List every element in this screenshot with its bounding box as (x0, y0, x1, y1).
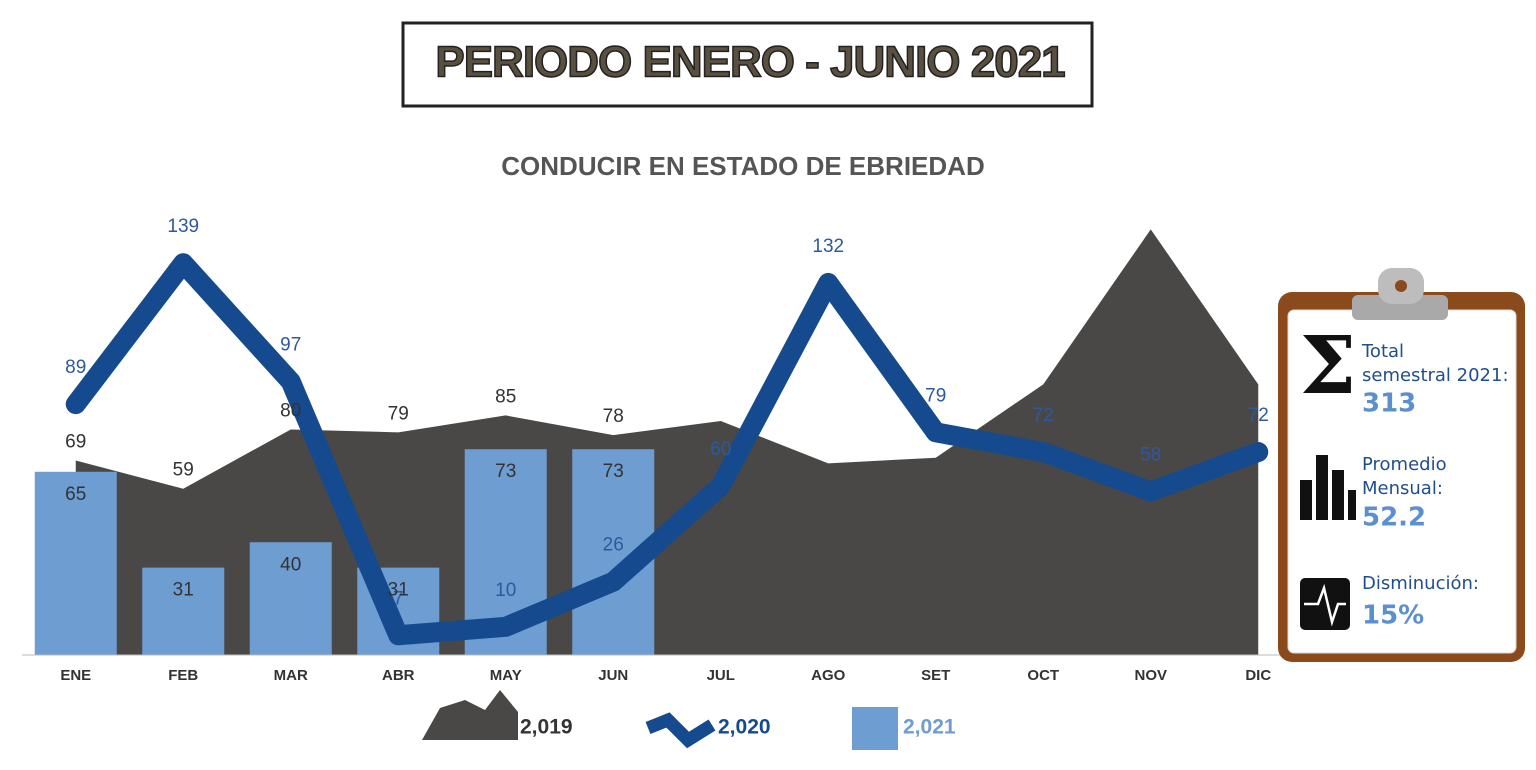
area-label: 78 (603, 406, 624, 427)
line-label: 26 (603, 535, 624, 556)
x-tick-label: MAY (490, 667, 522, 684)
page-title: PERIODO ENERO - JUNIO 2021 (435, 38, 1065, 87)
bar (249, 542, 332, 655)
area-label: 59 (173, 460, 194, 481)
clipboard: Σ Total semestral 2021:313 Promedio Mensual… (1278, 268, 1525, 662)
bar-label: 31 (173, 580, 194, 601)
x-tick-label: JUN (598, 667, 628, 684)
panel-label: Total semestral 2021: (1361, 341, 1509, 386)
line-label: 10 (495, 580, 516, 601)
line-label: 72 (1248, 405, 1269, 426)
line-label: 89 (65, 357, 86, 378)
line-label: 58 (1140, 445, 1161, 466)
line-label: 97 (280, 335, 301, 356)
bars-icon (1300, 455, 1356, 520)
panel-label: Disminución: (1362, 573, 1479, 594)
panel-value: 15% (1362, 601, 1424, 631)
area-label: 80 (280, 401, 301, 422)
pulse-line (1304, 583, 1346, 627)
bar-label: 73 (603, 461, 624, 482)
panel-value: 313 (1362, 389, 1416, 419)
legend-bar-icon (852, 707, 898, 750)
line-label: 132 (812, 236, 844, 257)
x-tick-label: SET (921, 667, 950, 684)
x-tick-label: NOV (1134, 667, 1167, 684)
area-label: 85 (495, 386, 516, 407)
clip-hole (1395, 280, 1407, 292)
x-tick-label: FEB (168, 667, 198, 684)
x-tick-label: DIC (1245, 667, 1271, 684)
line-layer (65, 253, 1269, 646)
sigma-icon: Σ (1300, 318, 1357, 412)
line-label: 72 (1033, 405, 1054, 426)
bar-label: 40 (280, 554, 301, 575)
x-tick-label: ABR (382, 667, 415, 684)
x-tick-label: AGO (811, 667, 846, 684)
legend-area-icon (422, 690, 518, 740)
legend-label: 2,019 (520, 716, 573, 739)
bar-label: 31 (388, 580, 409, 601)
clip (1352, 295, 1448, 320)
label-layer: 69 59 80 79 85 78 89 139 97 7 10 26 60 132 79 72 58 72 65 3… (65, 216, 1269, 609)
line-label: 139 (167, 216, 199, 237)
pulse-icon (1300, 578, 1350, 630)
title-box (401, 21, 1094, 108)
legend-label: 2,021 (903, 716, 956, 739)
bar (142, 567, 225, 655)
panel-value: 52.2 (1362, 503, 1426, 533)
line-label: 7 (393, 588, 404, 609)
area-label: 69 (65, 432, 86, 453)
line (65, 253, 1269, 646)
area-label: 79 (388, 403, 409, 424)
x-tick-label: OCT (1027, 667, 1059, 684)
bar-label: 65 (65, 484, 86, 505)
legend-label: 2,020 (718, 716, 771, 739)
x-tick-label: ENE (60, 667, 91, 684)
line-label: 60 (710, 439, 731, 460)
panel-label: Promedio Mensual: (1362, 454, 1447, 499)
legend: 2,019 2,020 2,021 (422, 690, 956, 750)
line-label: 79 (925, 385, 946, 406)
plot: 69 59 80 79 85 78 89 139 97 7 10 26 60 132 79 72 58 72 65 3… (22, 216, 1312, 684)
x-tick-label: MAR (274, 667, 308, 684)
x-tick-label: JUL (707, 667, 735, 684)
legend-line-icon (645, 712, 716, 749)
bar (34, 471, 117, 655)
chart-title: CONDUCIR EN ESTADO DE EBRIEDAD (501, 151, 984, 181)
bar-label: 73 (495, 461, 516, 482)
